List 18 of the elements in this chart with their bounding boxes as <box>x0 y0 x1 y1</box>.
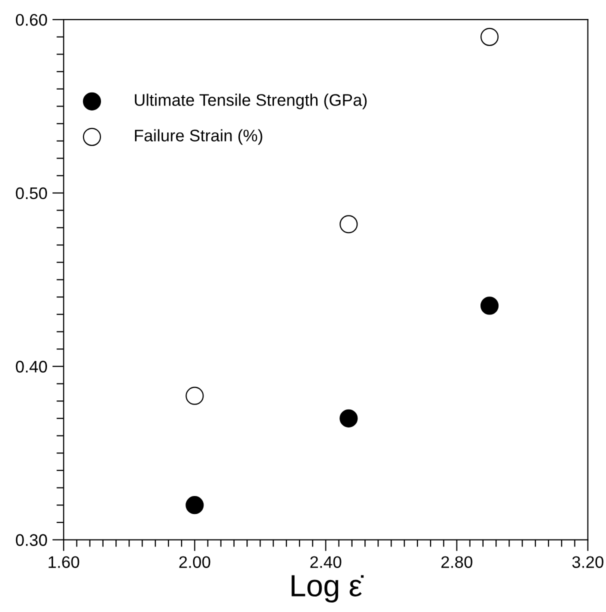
point <box>340 215 358 234</box>
point <box>186 386 204 405</box>
y-tick-label: 0.60 <box>16 14 48 26</box>
point <box>480 296 499 315</box>
point <box>340 409 358 428</box>
legend-label: Failure Strain (%) <box>134 129 262 145</box>
x-tick-label: 3.20 <box>572 556 604 568</box>
point <box>186 496 204 514</box>
x-tick-label: 2.40 <box>310 556 342 568</box>
y-tick-label: 0.30 <box>16 534 48 546</box>
legend-label: Ultimate Tensile Strength (GPa) <box>134 94 367 110</box>
x-axis-title: Log ε̇ <box>292 575 364 603</box>
x-tick-label: 2.80 <box>441 556 472 568</box>
point <box>480 28 499 46</box>
y-tick-label: 0.40 <box>16 360 48 373</box>
x-tick-label: 2.00 <box>179 556 210 568</box>
y-tick-label: 0.50 <box>16 187 48 200</box>
x-tick-label: 1.60 <box>48 556 80 568</box>
